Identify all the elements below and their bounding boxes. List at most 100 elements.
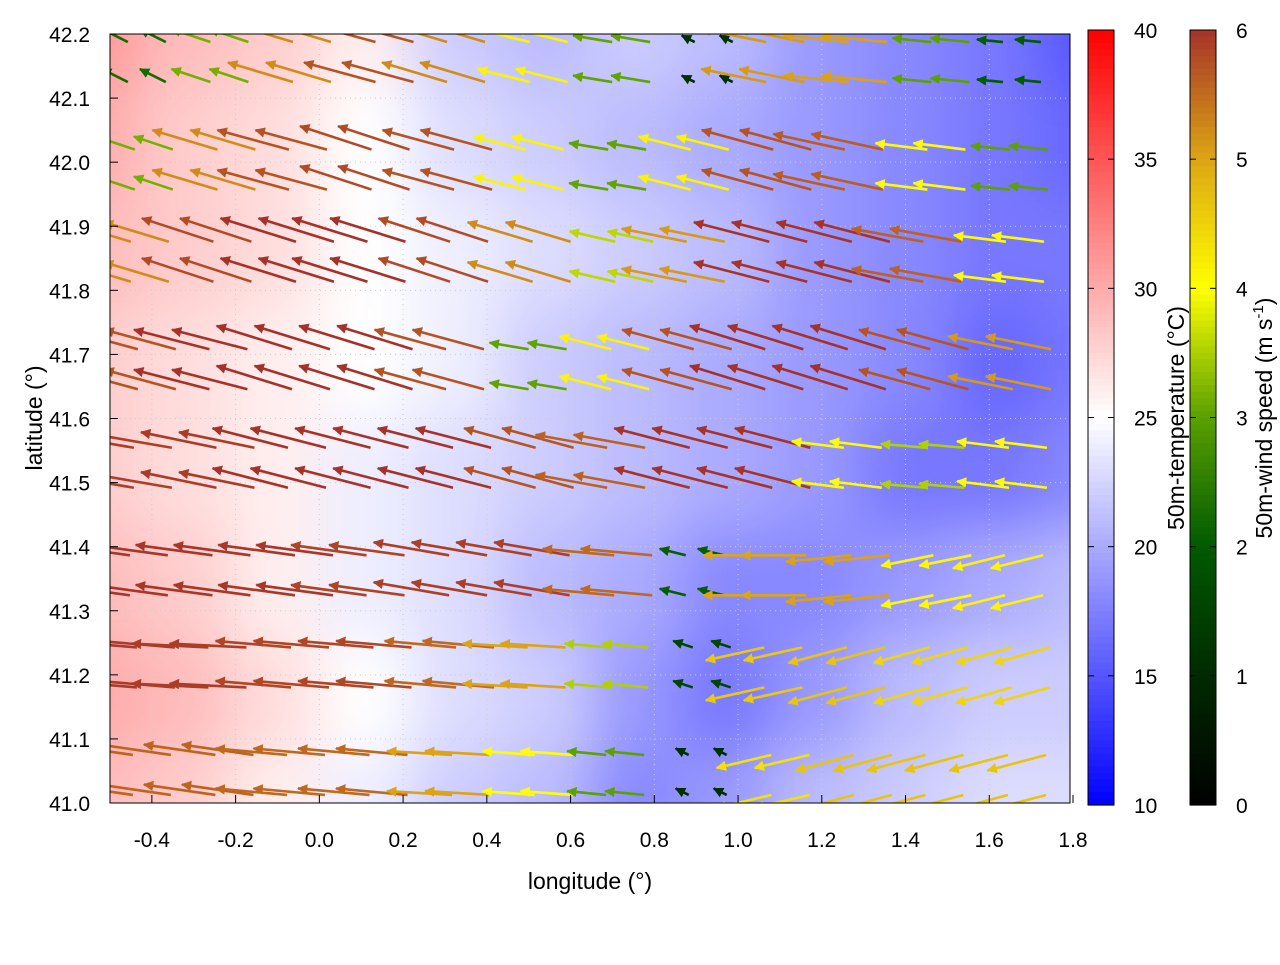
wind-colorbar-segment <box>1190 740 1216 748</box>
wind-arrow <box>566 746 607 758</box>
wind-arrow <box>742 646 803 664</box>
wind-arrow <box>463 465 536 490</box>
wind-arrow <box>579 584 653 597</box>
heatmap-cell <box>110 307 141 420</box>
wind-arrow <box>208 34 249 44</box>
heatmap-cell <box>110 196 141 309</box>
wind-arrow <box>613 425 691 450</box>
temperature-colorbar-ticks: 10 15 20 25 30 35 40 <box>1088 20 1157 818</box>
wind-arrow <box>606 268 654 283</box>
wind-arrow <box>782 34 849 44</box>
wind-arrow <box>376 465 454 490</box>
wind-arrow <box>329 256 406 283</box>
wind-arrow <box>730 219 808 243</box>
wind-arrow <box>715 793 772 803</box>
wind-arrow <box>291 256 368 283</box>
temperature-colorbar-tick-label: 40 <box>1134 20 1157 43</box>
wind-arrow <box>140 256 214 283</box>
wind-arrow <box>110 784 172 797</box>
wind-colorbar-segment <box>1190 449 1216 457</box>
wind-colorbar-segment <box>1190 482 1216 490</box>
wind-arrow <box>753 753 810 771</box>
wind-arrow <box>336 323 413 351</box>
wind-arrow <box>419 167 493 191</box>
temperature-colorbar-segment <box>1088 49 1114 57</box>
wind-arrow <box>951 554 1006 572</box>
wind-arrow <box>888 265 962 283</box>
wind-arrow <box>386 786 453 797</box>
wind-arrow <box>424 786 491 797</box>
wind-arrow <box>946 332 1014 351</box>
wind-colorbar-segment <box>1190 49 1216 57</box>
heatmap-cell <box>320 307 411 420</box>
wind-arrow <box>888 225 962 243</box>
wind-colorbar-segment <box>1190 243 1216 251</box>
temperature-colorbar-segment <box>1088 249 1114 257</box>
temperature-colorbar-segment <box>1088 798 1114 806</box>
wind-colorbar-segment <box>1190 75 1216 83</box>
wind-arrow <box>820 71 887 84</box>
y-tick-label: 41.5 <box>49 473 90 496</box>
temperature-colorbar-segment <box>1088 236 1114 244</box>
wind-colorbar-segment <box>1190 520 1216 528</box>
y-tick-label: 41.7 <box>49 344 90 367</box>
wind-arrow <box>178 216 252 243</box>
heatmap-cell <box>1040 196 1070 309</box>
wind-arrow <box>414 425 492 450</box>
wind-arrow <box>688 323 766 351</box>
wind-colorbar-segment <box>1190 546 1216 554</box>
wind-arrow <box>488 379 529 391</box>
wind-arrow <box>257 256 335 283</box>
wind-colorbar-segment <box>1190 727 1216 735</box>
wind-arrow <box>383 636 457 649</box>
wind-arrow <box>832 753 893 774</box>
temperature-colorbar-tick-label: 35 <box>1134 149 1157 172</box>
wind-arrow <box>742 686 803 704</box>
temperature-colorbar-segment <box>1088 204 1114 212</box>
wind-arrow <box>215 323 293 351</box>
x-tick-label: 0.2 <box>388 829 417 852</box>
wind-arrow <box>718 74 734 85</box>
temperature-colorbar-segment <box>1088 785 1114 793</box>
wind-arrow <box>381 167 455 191</box>
wind-arrow <box>376 425 454 450</box>
heatmap-cell <box>320 34 411 87</box>
temperature-colorbar-segment <box>1088 197 1114 205</box>
wind-colorbar-segment <box>1190 172 1216 180</box>
wind-colorbar-segment <box>1190 475 1216 483</box>
temperature-colorbar-segment <box>1088 333 1114 341</box>
temperature-colorbar-segment <box>1088 55 1114 63</box>
wind-colorbar-segment <box>1190 236 1216 244</box>
temperature-colorbar-segment <box>1088 230 1114 238</box>
temperature-colorbar-segment <box>1088 107 1114 115</box>
wind-colorbar-segment <box>1190 650 1216 658</box>
wind-arrow <box>993 686 1051 706</box>
temperature-colorbar-segment <box>1088 650 1114 658</box>
wind-arrow <box>172 541 251 557</box>
wind-arrow <box>604 746 645 758</box>
temperature-colorbar-segment <box>1088 178 1114 186</box>
temperature-colorbar-segment <box>1088 746 1114 754</box>
temperature-heatmap <box>110 34 1070 803</box>
wind-colorbar-tick-label: 4 <box>1236 278 1248 301</box>
wind-colorbar-segment <box>1190 55 1216 63</box>
wind-colorbar-segment <box>1190 352 1216 360</box>
wind-colorbar-segment <box>1190 495 1216 503</box>
x-tick-label: 0.6 <box>556 829 585 852</box>
wind-arrow <box>715 753 772 771</box>
temperature-colorbar-segment <box>1088 772 1114 780</box>
wind-arrow <box>692 219 770 243</box>
wind-arrow <box>510 133 564 151</box>
wind-arrow <box>712 787 728 798</box>
temperature-colorbar-segment <box>1088 714 1114 722</box>
temperature-colorbar-segment <box>1088 152 1114 160</box>
wind-arrow <box>110 139 136 151</box>
y-axis: 41.0 41.1 41.2 41.3 41.4 41.5 41.6 41.7 41.8 41.9… <box>49 24 118 816</box>
wind-colorbar-segment <box>1190 753 1216 761</box>
wind-arrow <box>132 174 174 191</box>
wind-colorbar-segment <box>1190 391 1216 399</box>
wind-arrow <box>299 164 372 191</box>
wind-colorbar-segment <box>1190 36 1216 44</box>
grid <box>110 34 1070 803</box>
wind-arrow <box>291 216 368 243</box>
